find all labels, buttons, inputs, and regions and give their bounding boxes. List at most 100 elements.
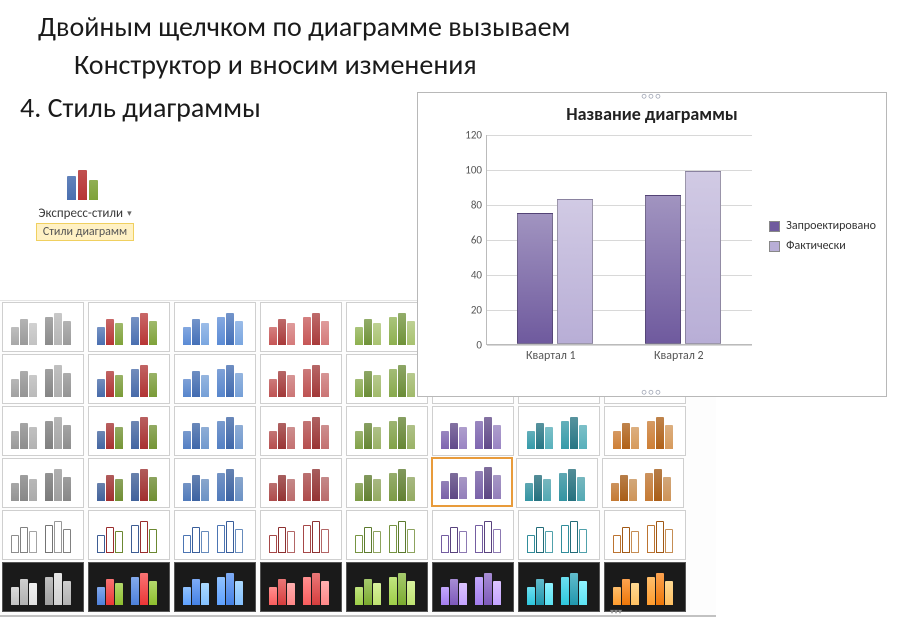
style-thumbnail[interactable] bbox=[516, 458, 598, 508]
style-thumbnail[interactable] bbox=[174, 302, 256, 352]
thumb-bar bbox=[269, 431, 277, 449]
y-tick-label: 60 bbox=[452, 234, 482, 247]
style-thumbnail[interactable] bbox=[174, 406, 256, 456]
thumb-bar bbox=[106, 579, 114, 605]
style-thumbnail[interactable] bbox=[88, 458, 170, 508]
thumb-bar bbox=[665, 581, 673, 605]
thumb-bar bbox=[97, 535, 105, 553]
thumb-bar bbox=[355, 535, 363, 553]
style-thumbnail[interactable] bbox=[346, 458, 428, 508]
style-thumbnail[interactable] bbox=[88, 302, 170, 352]
style-thumbnail[interactable] bbox=[518, 510, 600, 560]
thumb-bar bbox=[29, 583, 37, 605]
thumb-bar bbox=[106, 527, 114, 553]
style-thumbnail[interactable] bbox=[2, 458, 84, 508]
style-thumbnail[interactable] bbox=[174, 458, 256, 508]
y-tick-label: 40 bbox=[452, 269, 482, 282]
thumb-bar bbox=[364, 423, 372, 449]
thumb-bar bbox=[149, 373, 157, 397]
style-thumbnail[interactable] bbox=[432, 406, 514, 456]
thumb-bar bbox=[493, 529, 501, 553]
express-styles-block: Экспресс-стили ▾ Стили диаграмм bbox=[22, 168, 148, 241]
thumb-bar bbox=[63, 581, 71, 605]
thumb-bar bbox=[373, 375, 381, 397]
thumb-bar bbox=[407, 425, 415, 449]
thumb-bar bbox=[217, 525, 225, 553]
thumb-bar bbox=[183, 379, 191, 397]
thumb-bar bbox=[140, 417, 148, 449]
style-thumbnail[interactable] bbox=[346, 562, 428, 612]
style-thumbnail[interactable] bbox=[174, 562, 256, 612]
express-styles-button[interactable]: Экспресс-стили ▾ bbox=[22, 206, 148, 221]
thumb-bar bbox=[106, 423, 114, 449]
style-thumbnail[interactable] bbox=[432, 562, 514, 612]
style-thumbnail[interactable] bbox=[346, 302, 428, 352]
style-thumbnail[interactable] bbox=[88, 510, 170, 560]
style-thumbnail[interactable] bbox=[602, 458, 684, 508]
style-thumbnail[interactable] bbox=[518, 562, 600, 612]
style-thumbnail[interactable] bbox=[346, 354, 428, 404]
thumb-bar bbox=[398, 365, 406, 397]
style-thumbnail[interactable] bbox=[604, 406, 686, 456]
thumb-bar bbox=[645, 473, 653, 501]
thumb-bar bbox=[450, 423, 458, 449]
style-thumbnail[interactable] bbox=[346, 510, 428, 560]
thumb-bar bbox=[647, 421, 655, 449]
thumb-bar bbox=[312, 573, 320, 605]
style-thumbnail[interactable] bbox=[260, 510, 342, 560]
style-thumbnail[interactable] bbox=[2, 302, 84, 352]
style-thumbnail[interactable] bbox=[260, 406, 342, 456]
style-thumbnail[interactable] bbox=[260, 458, 342, 508]
style-thumbnail[interactable] bbox=[88, 354, 170, 404]
ribbon-icon-bar bbox=[67, 176, 76, 200]
style-thumbnail[interactable] bbox=[260, 302, 342, 352]
thumb-bar bbox=[29, 479, 37, 501]
resize-handle-top[interactable]: ○○○ bbox=[642, 91, 663, 102]
thumb-bar bbox=[11, 431, 19, 449]
thumb-bar bbox=[631, 531, 639, 553]
style-thumbnail[interactable] bbox=[260, 354, 342, 404]
style-thumbnail[interactable] bbox=[432, 510, 514, 560]
thumb-bar bbox=[217, 473, 225, 501]
style-thumbnail[interactable] bbox=[174, 354, 256, 404]
thumb-bar bbox=[278, 579, 286, 605]
thumb-bar bbox=[63, 425, 71, 449]
thumb-bar bbox=[321, 581, 329, 605]
thumb-bar bbox=[20, 371, 28, 397]
y-tick-label: 100 bbox=[452, 164, 482, 177]
style-thumbnail[interactable] bbox=[604, 562, 686, 612]
scrollbar-handle[interactable]: ▾▾▾ bbox=[556, 608, 676, 616]
style-thumbnail[interactable] bbox=[604, 510, 686, 560]
style-thumbnail[interactable] bbox=[260, 562, 342, 612]
resize-handle-bottom[interactable]: ○○○ bbox=[642, 387, 663, 398]
sample-chart-panel[interactable]: ○○○ ○○○ Название диаграммы 0204060801001… bbox=[417, 92, 887, 397]
thumb-bar bbox=[407, 321, 415, 345]
style-thumbnail[interactable] bbox=[518, 406, 600, 456]
express-styles-icon[interactable] bbox=[65, 168, 105, 202]
thumb-bar bbox=[20, 475, 28, 501]
thumb-bar bbox=[441, 587, 449, 605]
thumb-bar bbox=[545, 427, 553, 449]
thumb-bar bbox=[149, 581, 157, 605]
thumb-bar bbox=[287, 531, 295, 553]
thumb-bar bbox=[226, 313, 234, 345]
style-thumbnail[interactable] bbox=[2, 406, 84, 456]
style-thumbnail[interactable] bbox=[174, 510, 256, 560]
style-thumbnail[interactable] bbox=[346, 406, 428, 456]
style-thumbnail[interactable] bbox=[2, 354, 84, 404]
thumb-bar bbox=[389, 577, 397, 605]
thumb-bar bbox=[149, 529, 157, 553]
thumb-bar bbox=[226, 365, 234, 397]
style-thumbnail[interactable] bbox=[2, 510, 84, 560]
thumb-bar bbox=[11, 483, 19, 501]
thumb-bar bbox=[398, 469, 406, 501]
style-thumbnail[interactable] bbox=[88, 406, 170, 456]
thumb-bar bbox=[149, 425, 157, 449]
style-thumbnail[interactable] bbox=[88, 562, 170, 612]
thumb-bar bbox=[527, 535, 535, 553]
style-thumbnail[interactable] bbox=[431, 457, 513, 507]
thumb-bar bbox=[115, 479, 123, 501]
thumb-bar bbox=[54, 313, 62, 345]
style-thumbnail[interactable] bbox=[2, 562, 84, 612]
legend-swatch bbox=[769, 221, 780, 232]
